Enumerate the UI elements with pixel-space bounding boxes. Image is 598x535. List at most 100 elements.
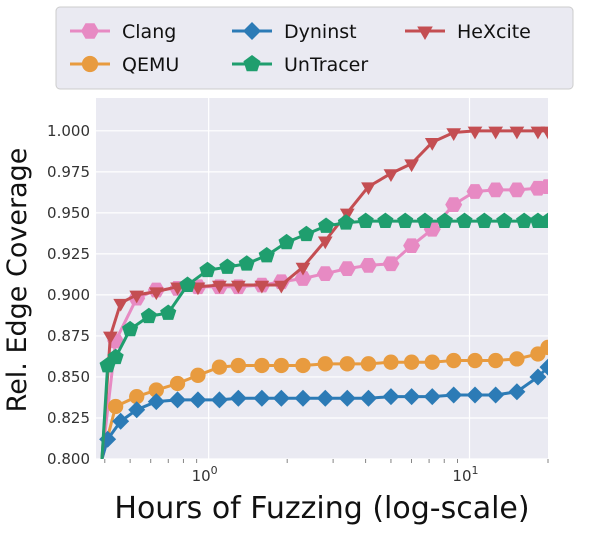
data-point	[466, 184, 484, 199]
x-tick-exponent: 1	[472, 464, 479, 477]
data-point	[488, 126, 504, 140]
data-point	[361, 182, 376, 196]
data-point	[107, 398, 124, 415]
data-point	[529, 368, 547, 386]
data-point	[122, 320, 139, 337]
y-tick-label: 0.800	[47, 450, 90, 468]
data-point	[317, 217, 335, 233]
data-point	[539, 212, 548, 228]
data-point	[424, 138, 440, 151]
data-point	[540, 126, 548, 140]
data-point	[254, 280, 270, 294]
data-point	[219, 258, 236, 274]
data-point	[273, 357, 289, 374]
data-point	[467, 126, 483, 140]
legend: Clang QEMU Dyninst UnTracer HeXcite	[55, 6, 574, 90]
legend-marker	[243, 55, 261, 72]
data-point	[295, 357, 311, 374]
data-point	[254, 357, 270, 374]
data-point	[416, 212, 434, 228]
data-point	[273, 280, 289, 294]
data-point	[456, 212, 473, 228]
data-point	[423, 388, 441, 406]
legend-item-dyninst: Dyninst	[232, 21, 357, 43]
data-point	[446, 352, 462, 369]
data-point	[467, 352, 483, 369]
data-point	[509, 126, 525, 140]
legend-label: QEMU	[122, 54, 179, 76]
data-point	[403, 354, 420, 370]
data-point	[230, 357, 247, 374]
y-axis-label: Rel. Edge Coverage	[2, 148, 33, 413]
legend-item-hexcite: HeXcite	[405, 21, 531, 43]
data-point	[377, 212, 394, 228]
data-point	[258, 247, 275, 263]
legend-label: UnTracer	[284, 54, 368, 76]
data-point	[403, 388, 421, 406]
data-point	[397, 212, 414, 228]
data-point	[294, 271, 312, 286]
data-point	[147, 393, 165, 411]
legend-marker	[243, 22, 261, 40]
data-point	[316, 389, 334, 407]
legend-item-untracer: UnTracer	[232, 54, 368, 76]
x-tick-label: 100	[192, 464, 218, 485]
data-point	[509, 351, 525, 367]
x-tick-exponent: 0	[211, 464, 218, 477]
data-point	[211, 359, 228, 375]
y-tick-label: 0.925	[47, 245, 90, 263]
data-point	[339, 356, 355, 372]
y-tick-label: 0.950	[47, 204, 90, 222]
data-point	[212, 280, 227, 294]
data-point	[169, 391, 187, 409]
data-point	[140, 307, 157, 324]
data-point	[179, 276, 196, 292]
data-point	[539, 179, 548, 194]
legend-label: Clang	[122, 21, 176, 43]
data-point	[272, 389, 290, 407]
data-point	[508, 182, 526, 198]
data-point	[540, 339, 548, 356]
data-point	[404, 159, 419, 173]
y-tick-label: 0.850	[47, 368, 90, 386]
data-point	[107, 348, 124, 365]
y-tick-label: 0.975	[47, 163, 90, 181]
data-point	[383, 354, 399, 370]
data-point	[199, 261, 216, 278]
data-point	[383, 169, 399, 182]
data-point	[294, 389, 312, 407]
data-point	[446, 128, 462, 141]
data-point	[317, 236, 333, 250]
series-dyninst	[99, 358, 548, 459]
data-point	[445, 197, 463, 213]
data-point	[129, 290, 145, 304]
legend-label: Dyninst	[284, 21, 357, 43]
data-point	[338, 261, 356, 277]
data-point	[476, 212, 493, 228]
data-point	[229, 389, 247, 407]
data-point	[337, 214, 355, 230]
data-point	[487, 182, 505, 198]
legend-marker	[81, 55, 99, 73]
y-tick-label: 0.825	[47, 409, 90, 427]
data-point	[230, 280, 246, 294]
data-point	[189, 391, 207, 409]
data-point	[298, 225, 315, 242]
legend-marker	[417, 26, 433, 40]
x-tick-label: 101	[452, 464, 478, 485]
data-point	[129, 388, 145, 405]
legend-label: HeXcite	[457, 21, 531, 43]
data-point	[338, 389, 356, 407]
y-tick-label: 0.875	[47, 327, 90, 345]
legend-item-qemu: QEMU	[70, 54, 179, 76]
data-point	[128, 401, 146, 419]
series-untracer	[99, 212, 548, 459]
data-point	[339, 208, 355, 222]
x-axis-label: Hours of Fuzzing (log-scale)	[114, 491, 529, 526]
data-point	[112, 412, 130, 430]
data-point	[113, 298, 129, 312]
data-point	[253, 389, 271, 407]
series-hexcite	[100, 126, 548, 459]
y-tick-label: 1.000	[47, 122, 90, 140]
